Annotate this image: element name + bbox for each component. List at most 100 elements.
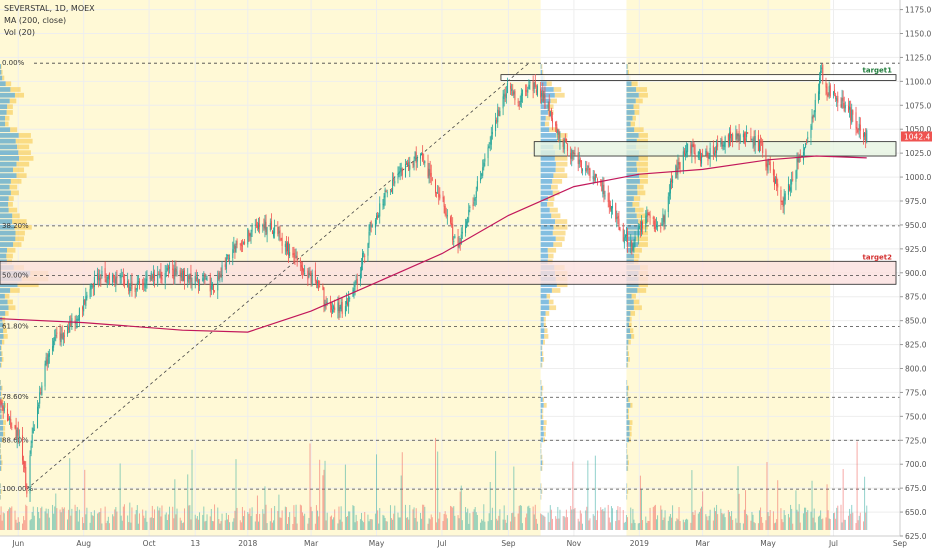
fib-trend-line[interactable] — [26, 62, 530, 490]
profile-bar-up-0 — [0, 64, 2, 69]
candle-body-311 — [466, 221, 468, 228]
candle-body-540 — [810, 125, 812, 138]
candle-body-125 — [187, 273, 189, 282]
volume-bar-429 — [642, 520, 644, 530]
volume-bar-235 — [352, 505, 354, 530]
volume-bar-403 — [603, 511, 605, 530]
candle-body-301 — [451, 223, 453, 226]
profile-bar-down-2 — [626, 420, 630, 425]
x-tick-label-8: Sep — [501, 539, 515, 548]
candle-body-224 — [334, 307, 336, 311]
profile-bar-down-2 — [626, 460, 628, 466]
fibonacci-retracement[interactable]: 0.00%38.20%50.00%61.80%78.60%88.60%100.0… — [2, 59, 900, 493]
candle-body-142 — [211, 284, 213, 286]
volume-bar-251 — [376, 454, 378, 530]
volume-bar-292 — [437, 451, 439, 530]
profile-bar-down-2 — [626, 316, 630, 322]
volume-bar-540 — [810, 511, 812, 530]
profile-bar-down-1 — [540, 115, 546, 121]
volume-bar-511 — [766, 462, 768, 530]
volume-bar-78 — [115, 507, 117, 530]
profile-bar-up-2 — [629, 420, 633, 425]
profile-bar-down-1 — [540, 293, 547, 299]
candle-body-138 — [205, 277, 207, 280]
profile-bar-up-1 — [556, 133, 568, 138]
volume-indicator-label[interactable]: Vol (20) — [4, 28, 35, 37]
volume-bar-14 — [18, 521, 20, 530]
candle-body-372 — [557, 130, 559, 135]
candle-body-127 — [189, 273, 191, 280]
profile-bar-up-1 — [553, 173, 568, 178]
candle-body-470 — [705, 150, 707, 156]
zone-box-2[interactable] — [0, 260, 897, 285]
volume-bar-295 — [442, 521, 444, 530]
candle-body-170 — [254, 224, 256, 227]
volume-bar-248 — [370, 519, 372, 530]
profile-bar-down-2 — [626, 253, 635, 259]
volume-bar-385 — [577, 518, 579, 530]
profile-bar-down-1 — [540, 127, 550, 133]
candle-body-405 — [607, 193, 609, 202]
profile-bar-down-1 — [540, 161, 556, 167]
profile-bar-up-2 — [627, 489, 629, 494]
volume-bar-574 — [859, 512, 861, 530]
volume-bar-155 — [232, 521, 234, 530]
volume-bar-169 — [251, 507, 253, 530]
profile-bar-down-2 — [626, 87, 637, 92]
volume-bar-558 — [836, 507, 838, 530]
volume-bar-343 — [513, 466, 515, 530]
volume-bar-422 — [632, 508, 634, 530]
profile-bar-up-0 — [18, 156, 34, 161]
y-axis[interactable]: 625.0650.0675.0700.0725.0750.0775.0800.0… — [899, 0, 932, 541]
profile-bar-up-1 — [551, 213, 561, 219]
volume-bar-401 — [601, 509, 603, 530]
zone-label-0: target1 — [863, 67, 893, 75]
profile-bar-up-1 — [547, 201, 554, 207]
volume-bar-530 — [795, 490, 797, 530]
ma-indicator-label[interactable]: MA (200, close) — [4, 16, 67, 25]
candle-body-395 — [592, 176, 594, 180]
volume-bar-285 — [427, 523, 429, 530]
volume-bar-427 — [639, 475, 641, 530]
profile-bar-down-0 — [0, 178, 11, 184]
profile-bar-up-0 — [12, 213, 20, 219]
volume-bar-518 — [776, 519, 778, 530]
candle-body-452 — [677, 161, 679, 174]
volume-bar-547 — [820, 510, 822, 530]
profile-bar-down-0 — [0, 156, 19, 161]
volume-bar-265 — [397, 512, 399, 530]
candle-body-288 — [430, 172, 432, 177]
candle-body-103 — [152, 271, 154, 278]
volume-bar-225 — [337, 523, 339, 530]
candle-body-578 — [866, 130, 868, 142]
volume-bar-563 — [843, 519, 845, 530]
profile-bar-up-2 — [627, 466, 629, 471]
candle-body-124 — [184, 270, 186, 282]
volume-bar-187 — [279, 517, 281, 530]
candle-body-552 — [827, 94, 829, 97]
candle-body-293 — [438, 193, 440, 198]
y-tick-label-8: 825.0 — [905, 341, 927, 350]
candle-body-510 — [765, 150, 767, 167]
volume-bar-298 — [445, 514, 447, 530]
candle-body-369 — [551, 118, 553, 123]
volume-bar-40 — [59, 509, 61, 530]
volume-bar-545 — [817, 516, 819, 530]
profile-bar-up-1 — [542, 460, 544, 466]
x-axis[interactable]: Jun Aug Oct 13 2018 Mar May Jul Sep Nov 2019 Mar May… — [0, 535, 907, 548]
volume-bar-94 — [138, 513, 140, 530]
zone-box-0[interactable] — [500, 74, 897, 81]
volume-bar-396 — [593, 515, 595, 530]
profile-bar-down-2 — [626, 213, 637, 219]
volume-bar-29 — [41, 506, 43, 530]
candle-body-546 — [819, 77, 821, 94]
candle-body-358 — [535, 89, 537, 93]
symbol-title[interactable]: SEVERSTAL, 1D, MOEX — [4, 4, 95, 13]
volume-bar-60 — [89, 522, 91, 530]
candle-body-98 — [145, 278, 147, 284]
profile-bar-up-2 — [636, 236, 648, 242]
volume-bar-219 — [326, 512, 328, 530]
volume-bar-250 — [374, 513, 376, 530]
